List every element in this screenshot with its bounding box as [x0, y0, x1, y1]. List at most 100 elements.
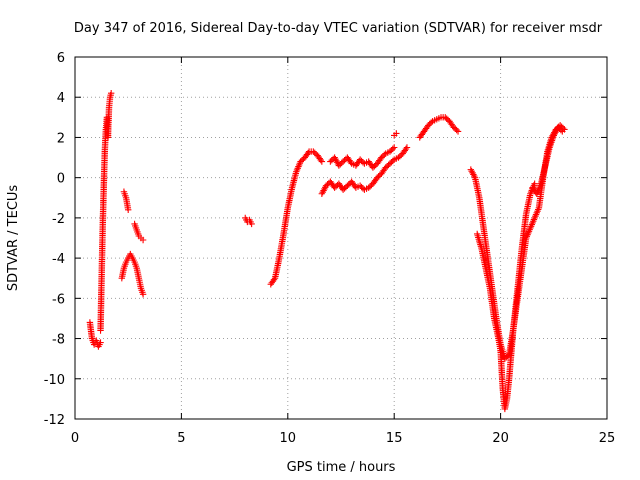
data-point-marker: [503, 395, 511, 403]
y-tick-label: 2: [57, 131, 65, 146]
data-point-marker: [533, 190, 540, 197]
data-point-marker: [450, 124, 457, 131]
data-point-marker: [103, 114, 111, 121]
data-point-marker: [442, 114, 449, 121]
data-point-marker: [395, 154, 402, 161]
data-point-marker: [499, 385, 506, 393]
data-point-marker: [531, 214, 538, 222]
data-point-marker: [365, 184, 372, 191]
data-point-marker: [318, 158, 326, 165]
data-point-marker: [393, 130, 400, 137]
data-point-marker: [391, 156, 398, 163]
data-point-marker: [527, 190, 534, 197]
x-tick-label: 15: [386, 431, 403, 446]
data-point-marker: [373, 174, 381, 181]
data-point-marker: [356, 156, 364, 163]
x-axis-label: GPS time / hours: [287, 460, 396, 475]
data-point-marker: [344, 182, 351, 189]
data-point-marker: [369, 164, 377, 171]
data-point-marker: [537, 180, 545, 187]
data-point-marker: [90, 341, 98, 348]
data-point-marker: [495, 335, 502, 342]
data-trace-marker: [317, 156, 324, 164]
data-point-marker: [107, 90, 115, 97]
data-point-marker: [137, 285, 145, 292]
data-trace-marker: [402, 145, 410, 153]
data-point-marker: [378, 154, 385, 161]
data-point-marker: [501, 355, 509, 362]
chart-title: Day 347 of 2016, Sidereal Day-to-day VTE…: [74, 21, 603, 36]
data-point-marker: [106, 94, 114, 101]
data-trace-marker: [270, 276, 278, 283]
plot-frame: [74, 56, 608, 420]
data-point-marker: [101, 148, 108, 155]
data-point-marker: [297, 158, 304, 165]
data-point-marker: [486, 285, 494, 292]
data-point-marker: [125, 206, 132, 214]
y-tick-label: -4: [52, 252, 65, 267]
y-tick-label: -12: [44, 413, 65, 428]
data-point-marker: [122, 194, 130, 201]
data-point-marker: [242, 214, 249, 222]
data-point-marker: [86, 319, 94, 326]
data-point-marker: [93, 337, 100, 344]
data-point-marker: [97, 327, 104, 334]
data-point-marker: [546, 144, 553, 151]
data-point-marker: [369, 180, 377, 187]
data-point-marker: [129, 254, 136, 262]
data-point-marker: [361, 160, 368, 167]
data-point-marker: [542, 162, 549, 169]
data-point-marker: [331, 184, 338, 191]
data-point-marker: [420, 128, 428, 135]
data-point-marker: [352, 162, 360, 169]
data-point-marker: [403, 144, 411, 151]
data-point-marker: [505, 375, 513, 382]
data-point-marker: [348, 178, 355, 185]
data-point-marker: [491, 315, 498, 322]
data-point-marker: [550, 132, 557, 139]
data-point-marker: [527, 224, 534, 232]
data-markers: [86, 90, 568, 413]
data-point-marker: [120, 188, 128, 195]
data-point-marker: [386, 160, 394, 167]
data-point-marker: [133, 264, 140, 272]
data-point-marker: [522, 210, 530, 218]
data-point-marker: [88, 335, 96, 342]
data-point-marker: [139, 291, 147, 298]
data-point-marker: [335, 180, 343, 187]
x-tick-label: 25: [599, 431, 616, 446]
data-point-marker: [361, 186, 368, 193]
data-point-marker: [454, 128, 462, 135]
data-point-marker: [105, 104, 113, 111]
data-point-marker: [514, 295, 521, 302]
y-tick-label: 0: [57, 172, 65, 187]
data-point-marker: [399, 150, 406, 157]
data-point-marker: [102, 126, 110, 133]
x-tick-label: 20: [492, 431, 509, 446]
data-point-marker: [559, 128, 566, 135]
x-tick-label: 5: [177, 431, 185, 446]
data-point-marker: [267, 281, 274, 288]
data-point-marker: [127, 250, 134, 258]
data-point-marker: [433, 116, 440, 123]
data-point-marker: [100, 184, 107, 191]
data-point-marker: [471, 174, 479, 181]
data-point-marker: [120, 264, 128, 272]
data-point-marker: [288, 184, 296, 191]
data-point-marker: [535, 204, 543, 212]
data-point-marker: [98, 275, 105, 282]
data-point-marker: [331, 154, 338, 161]
data-point-marker: [497, 347, 504, 354]
y-tick-label: 6: [57, 51, 65, 66]
data-point-marker: [327, 178, 334, 185]
data-point-marker: [327, 158, 334, 165]
data-point-marker: [118, 275, 126, 282]
data-point-marker: [280, 230, 287, 238]
data-point-marker: [135, 275, 143, 282]
data-point-marker: [373, 160, 381, 167]
data-point-marker: [531, 180, 538, 187]
data-point-marker: [133, 226, 140, 234]
data-point-marker: [554, 124, 562, 131]
y-axis-ticks: -12 -10 -8 -6 -4 -2 0 2 4 6: [44, 51, 607, 428]
data-point-marker: [416, 134, 423, 141]
